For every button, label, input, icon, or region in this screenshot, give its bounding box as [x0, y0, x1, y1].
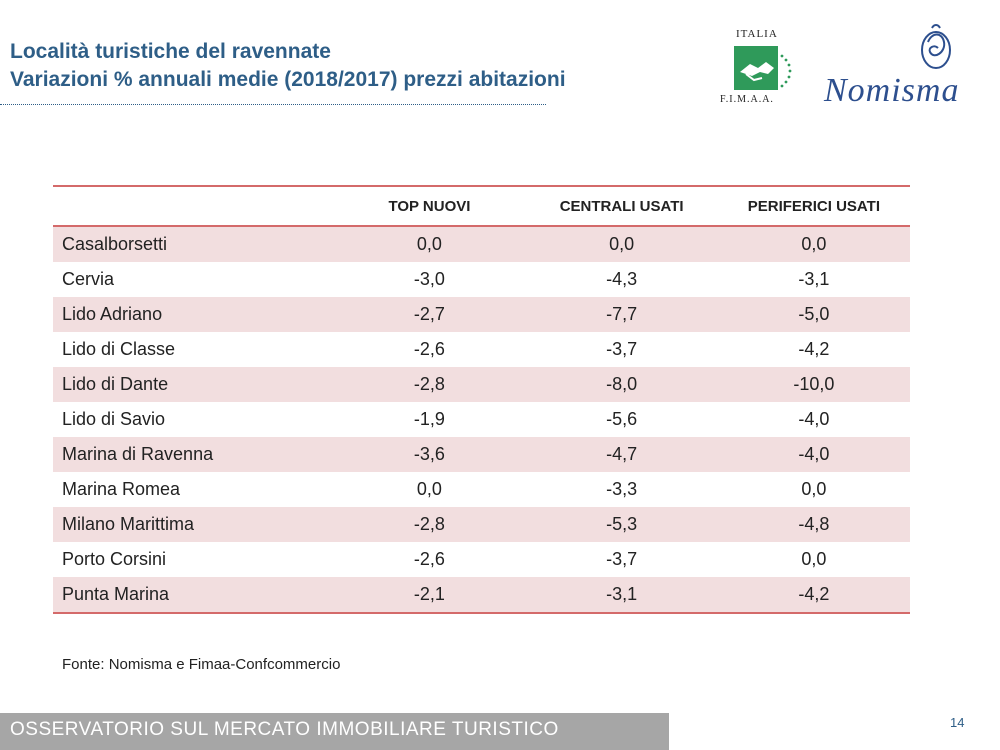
fimaa-logo: ITALIA F.I.M.A.A. [718, 28, 800, 110]
column-header-centrali-usati: CENTRALI USATI [525, 185, 718, 227]
centrali-usati-value: -5,3 [525, 507, 718, 542]
centrali-usati-value: -7,7 [525, 297, 718, 332]
footer-bar: OSSERVATORIO SUL MERCATO IMMOBILIARE TUR… [0, 713, 669, 750]
table-row: Milano Marittima -2,8 -5,3 -4,8 [53, 507, 910, 542]
table-row: Marina di Ravenna -3,6 -4,7 -4,0 [53, 437, 910, 472]
periferici-usati-value: -4,2 [717, 577, 910, 614]
table-row: Cervia -3,0 -4,3 -3,1 [53, 262, 910, 297]
centrali-usati-value: -3,7 [606, 339, 638, 359]
slide-title-line2: Variazioni % annuali medie (2018/2017) p… [10, 68, 566, 91]
table-header-row: TOP NUOVI CENTRALI USATI PERIFERICI USAT… [53, 185, 910, 227]
table-row: Marina Romea 0,0 -3,3 0,0 [53, 472, 910, 507]
periferici-usati-value: -4,2 [798, 339, 830, 359]
location-name: Punta Marina [53, 577, 334, 614]
periferici-usati-value: 0,0 [801, 549, 827, 569]
location-name: Lido di Savio [62, 409, 166, 429]
table-row: Lido di Savio -1,9 -5,6 -4,0 [53, 402, 910, 437]
table-row: Punta Marina -2,1 -3,1 -4,2 [53, 577, 910, 614]
top-nuovi-value: 0,0 [416, 479, 442, 499]
periferici-usati-value: -3,1 [798, 269, 830, 289]
title-divider [0, 104, 546, 105]
top-nuovi-value: -2,6 [413, 339, 445, 359]
top-nuovi-value: 0,0 [333, 226, 526, 262]
column-header-top-nuovi: TOP NUOVI [333, 185, 526, 227]
top-nuovi-value: -2,6 [413, 549, 445, 569]
top-nuovi-value: -2,8 [333, 367, 526, 402]
table-row: Casalborsetti 0,0 0,0 0,0 [53, 226, 910, 262]
fimaa-logo-bottom-text: F.I.M.A.A. [720, 94, 774, 105]
top-nuovi-value: -3,6 [333, 437, 526, 472]
centrali-usati-value: -5,6 [606, 409, 638, 429]
centrali-usati-value: -3,1 [525, 577, 718, 614]
nomisma-logo: Nomisma [820, 20, 990, 110]
table-row: Lido di Dante -2,8 -8,0 -10,0 [53, 367, 910, 402]
footer-label: OSSERVATORIO SUL MERCATO IMMOBILIARE TUR… [10, 719, 559, 740]
top-nuovi-value: -1,9 [413, 409, 445, 429]
periferici-usati-value: -4,8 [717, 507, 910, 542]
column-header-periferici-usati: PERIFERICI USATI [717, 185, 910, 227]
periferici-usati-value: -4,0 [717, 437, 910, 472]
location-name: Porto Corsini [62, 549, 167, 569]
location-name: Marina Romea [62, 479, 181, 499]
page-number: 14 [950, 715, 965, 730]
column-header-location [53, 185, 334, 227]
centrali-usati-value: -3,7 [606, 549, 638, 569]
table-row: Porto Corsini -2,6 -3,7 0,0 [53, 542, 910, 577]
fimaa-logo-top-text: ITALIA [736, 28, 778, 40]
top-nuovi-value: -3,0 [413, 269, 445, 289]
nomisma-logo-text: Nomisma [824, 72, 960, 109]
table-row: Lido Adriano -2,7 -7,7 -5,0 [53, 297, 910, 332]
source-note: Fonte: Nomisma e Fimaa-Confcommercio [62, 656, 341, 673]
centrali-usati-value: -4,7 [525, 437, 718, 472]
table-row: Lido di Classe -2,6 -3,7 -4,2 [53, 332, 910, 367]
location-name: Lido di Classe [62, 339, 176, 359]
price-variation-table: TOP NUOVI CENTRALI USATI PERIFERICI USAT… [53, 185, 910, 614]
location-name: Marina di Ravenna [53, 437, 334, 472]
location-name: Casalborsetti [53, 226, 334, 262]
slide-title-line1: Località turistiche del ravennate [10, 40, 331, 63]
top-nuovi-value: -2,8 [333, 507, 526, 542]
periferici-usati-value: -5,0 [717, 297, 910, 332]
location-name: Lido Adriano [53, 297, 334, 332]
nomisma-emblem-icon [921, 24, 951, 69]
top-nuovi-value: -2,1 [333, 577, 526, 614]
centrali-usati-value: -4,3 [606, 269, 638, 289]
top-nuovi-value: -2,7 [333, 297, 526, 332]
periferici-usati-value: -10,0 [717, 367, 910, 402]
periferici-usati-value: -4,0 [798, 409, 830, 429]
centrali-usati-value: -8,0 [525, 367, 718, 402]
handshake-icon [734, 46, 792, 90]
location-name: Cervia [62, 269, 115, 289]
periferici-usati-value: 0,0 [801, 479, 827, 499]
location-name: Lido di Dante [53, 367, 334, 402]
centrali-usati-value: -3,3 [606, 479, 638, 499]
centrali-usati-value: 0,0 [525, 226, 718, 262]
location-name: Milano Marittima [53, 507, 334, 542]
periferici-usati-value: 0,0 [717, 226, 910, 262]
slide-title: Località turistiche del ravennate Variaz… [10, 38, 566, 94]
